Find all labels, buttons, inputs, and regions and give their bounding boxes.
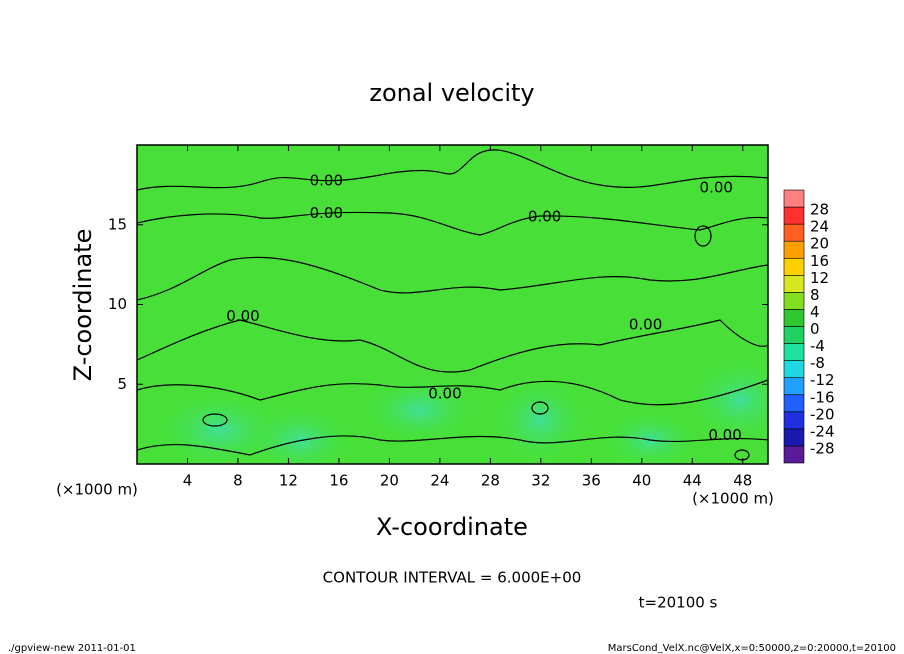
colorbar-box [783, 309, 805, 327]
colorbar-label: 12 [810, 269, 829, 287]
field-shading [150, 355, 768, 464]
colorbar-box [783, 292, 805, 310]
chart-title: zonal velocity [369, 79, 534, 107]
contour-label: 0.00 [226, 307, 259, 325]
y-tick-label: 10 [108, 295, 127, 313]
colorbar-box [783, 206, 805, 225]
x-tick-label: 4 [183, 472, 193, 490]
contour-interval: CONTOUR INTERVAL = 6.000E+00 [323, 569, 582, 587]
footer-right: MarsCond_VelX.nc@VelX,x=0:50000,z=0:2000… [608, 643, 896, 654]
x-tick-label: 40 [632, 472, 651, 490]
colorbar-label: 28 [810, 201, 829, 219]
contour-label: 0.00 [708, 426, 741, 444]
x-unit-label: (×1000 m) [692, 490, 774, 508]
colorbar-label: 20 [810, 235, 829, 253]
x-tick-label: 28 [481, 472, 500, 490]
colorbar-box [783, 428, 805, 447]
contour-label: 0.00 [428, 384, 461, 402]
colorbar-label: -8 [810, 354, 825, 372]
contour-label: 0.00 [528, 207, 561, 225]
x-tick-label: 12 [279, 472, 298, 490]
colorbar-box [783, 343, 805, 361]
contour-lines [137, 149, 768, 461]
time-label: t=20100 s [639, 594, 718, 612]
contour-label: 0.00 [629, 316, 662, 334]
x-tick-label: 8 [233, 472, 243, 490]
colorbar-box [783, 394, 805, 413]
colorbar-box [783, 240, 805, 259]
colorbar-label: 16 [810, 252, 829, 270]
x-tick-label: 20 [380, 472, 399, 490]
x-tick-label: 48 [733, 472, 752, 490]
contour-label: 0.00 [310, 204, 343, 222]
colorbar-label: -24 [810, 422, 835, 440]
colorbar-box [783, 445, 805, 464]
colorbar-box [783, 360, 805, 378]
x-tick-label: 16 [329, 472, 348, 490]
colorbar-box [783, 223, 805, 242]
y-tick-label: 5 [117, 375, 127, 393]
x-tick-label: 32 [531, 472, 550, 490]
x-axis-title: X-coordinate [376, 513, 528, 541]
colorbar-box [783, 326, 805, 344]
colorbar-label: 0 [810, 320, 820, 338]
colorbar-label: -12 [810, 371, 835, 389]
colorbar-label: -20 [810, 405, 835, 423]
contour-label: 0.00 [700, 179, 733, 197]
y-unit-label: (×1000 m) [56, 481, 138, 499]
y-tick-label: 15 [108, 215, 127, 233]
colorbar-label: -4 [810, 337, 825, 355]
colorbar-box [783, 377, 805, 396]
colorbar-label: 24 [810, 218, 829, 236]
colorbar-label: -16 [810, 388, 835, 406]
colorbar-label: 8 [810, 286, 820, 304]
footer-left: ./gpview-new 2011-01-01 [8, 643, 136, 654]
colorbar-label: -28 [810, 439, 835, 457]
x-tick-label: 24 [430, 472, 449, 490]
x-tick-label: 36 [582, 472, 601, 490]
colorbar-box [783, 411, 805, 430]
y-axis-title: Z-coordinate [69, 229, 97, 382]
colorbar-box [783, 189, 805, 208]
x-tick-label: 44 [683, 472, 702, 490]
colorbar-box [783, 257, 805, 276]
colorbar-label: 4 [810, 303, 820, 321]
contour-label: 0.00 [310, 171, 343, 189]
colorbar-box [783, 275, 805, 293]
